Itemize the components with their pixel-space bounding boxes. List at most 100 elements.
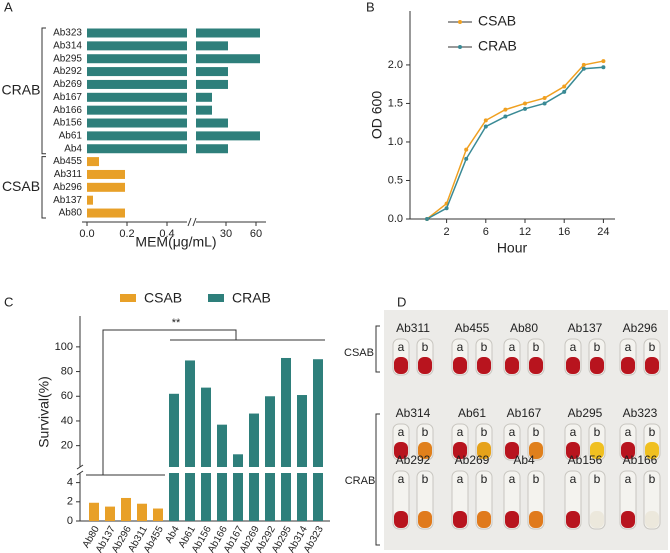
category-label: Ab292: [53, 66, 82, 77]
sample-label: Ab4: [513, 453, 535, 467]
tube-liquid: [621, 357, 635, 374]
tube-label: a: [625, 425, 632, 439]
panel-label: C: [4, 294, 13, 309]
bar: [265, 473, 275, 521]
group-label: CRAB: [345, 475, 376, 487]
x-tick-label: 6: [483, 226, 489, 238]
tube-liquid: [529, 511, 543, 528]
bar: [87, 182, 125, 192]
panel-label: A: [4, 0, 13, 14]
bar-upper: [217, 424, 227, 467]
x-tick-label: 2: [444, 226, 450, 238]
point: [425, 217, 429, 221]
sample-label: Ab269: [455, 453, 490, 467]
bar: [121, 497, 131, 521]
series-line: [426, 66, 604, 220]
bar: [87, 131, 187, 141]
tube-label: b: [649, 472, 656, 486]
tube-label: a: [625, 340, 632, 354]
category-label: Ab269: [53, 79, 82, 90]
category-label: Ab156: [53, 118, 82, 129]
point: [562, 84, 567, 89]
tube-liquid: [590, 442, 604, 459]
category-label: Ab4: [64, 143, 82, 154]
tube-liquid: [453, 442, 467, 459]
point: [523, 106, 527, 111]
tube-label: a: [457, 472, 464, 486]
tube-label: b: [422, 472, 429, 486]
sample-label: Ab167: [507, 406, 542, 420]
bar: [185, 473, 195, 521]
tube-liquid: [645, 442, 659, 459]
bar-upper: [265, 396, 275, 467]
y-tick-label: 4: [67, 477, 73, 489]
group-label: CSAB: [2, 178, 40, 194]
tube-liquid: [394, 357, 408, 374]
bar: [87, 28, 187, 38]
tube-liquid: [621, 511, 635, 528]
sample-label: Ab296: [623, 321, 658, 335]
tube-label: b: [422, 425, 429, 439]
x-tick-label: 0.4: [159, 228, 174, 240]
point: [464, 156, 469, 161]
tube-liquid: [453, 511, 467, 528]
point: [523, 101, 527, 106]
tube-liquid: [590, 511, 604, 528]
bar: [249, 473, 259, 521]
x-tick-label: 12: [519, 226, 531, 238]
bar: [313, 473, 323, 521]
x-tick-label: 0.0: [79, 228, 94, 240]
y-tick-label: 100: [55, 341, 73, 353]
tube-liquid: [477, 442, 491, 459]
sample-label: Ab166: [623, 453, 658, 467]
bar: [87, 144, 187, 154]
group-bracket: [375, 413, 380, 546]
point: [444, 206, 449, 211]
bar-upper: [249, 413, 259, 467]
tube-label: a: [457, 340, 464, 354]
tube-liquid: [621, 442, 635, 459]
bar-extension: [196, 118, 228, 128]
point: [542, 96, 547, 101]
point: [483, 118, 488, 123]
tube-label: a: [457, 425, 464, 439]
y-tick-label: 2: [67, 496, 73, 508]
bar-upper: [169, 393, 179, 467]
legend-swatch: [120, 294, 136, 302]
tube-liquid: [477, 511, 491, 528]
y-axis-label: Survival(%): [36, 376, 52, 448]
tube-liquid: [529, 442, 543, 459]
tube-liquid: [566, 511, 580, 528]
tube-liquid: [453, 357, 467, 374]
tube-label: b: [594, 472, 601, 486]
x-tick-label: 16: [558, 226, 570, 238]
tube-label: a: [509, 340, 516, 354]
point: [483, 124, 488, 129]
tube-label: a: [398, 340, 405, 354]
bar: [281, 473, 291, 521]
point: [581, 66, 586, 71]
tube-label: b: [649, 340, 656, 354]
tube-liquid: [566, 357, 580, 374]
tube-liquid: [505, 442, 519, 459]
point: [581, 62, 586, 67]
bar: [87, 79, 187, 89]
bar-upper: [297, 395, 307, 467]
category-label: Ab61: [59, 131, 83, 142]
annotation: **: [172, 317, 181, 329]
y-tick-label: 0: [67, 515, 73, 527]
category-label: Ab296: [53, 182, 82, 193]
tube-label: a: [570, 340, 577, 354]
sample-label: Ab314: [396, 406, 431, 420]
tube-label: b: [533, 340, 540, 354]
sample-label: Ab323: [623, 406, 658, 420]
axis-break: [76, 470, 84, 476]
tube-label: b: [422, 340, 429, 354]
point: [542, 101, 547, 106]
point: [464, 147, 469, 152]
tube-liquid: [418, 442, 432, 459]
y-axis-label: OD 600: [369, 91, 385, 139]
x-tick-label: 0.2: [119, 228, 134, 240]
tube-liquid: [645, 357, 659, 374]
